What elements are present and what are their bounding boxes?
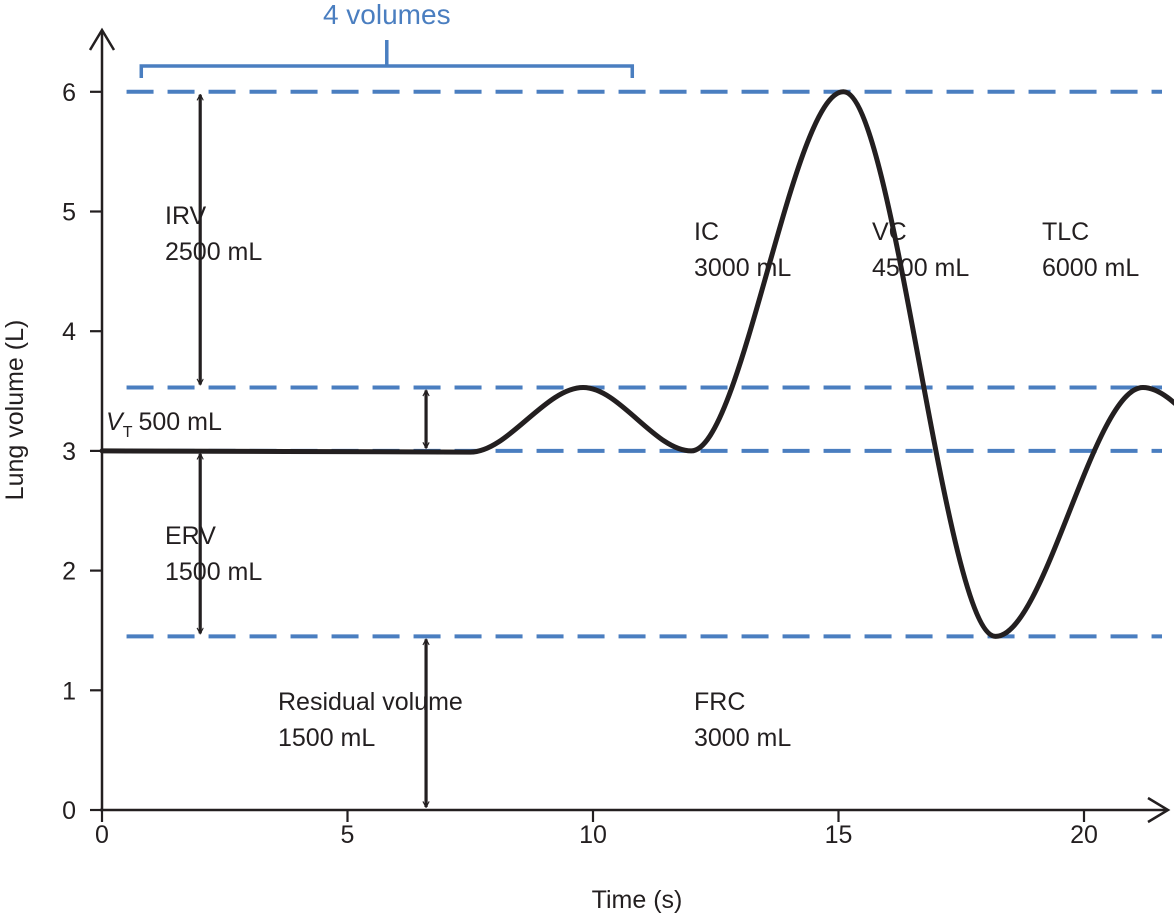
y-axis-title: Lung volume (L) xyxy=(1,320,29,501)
x-ticks: 05101520253035 xyxy=(95,810,1098,849)
y-axis-arrow-icon xyxy=(88,27,116,51)
y-tick-label: 6 xyxy=(62,79,76,107)
x-axis-arrow-icon xyxy=(1147,796,1171,824)
irv-value-label: 2500 mL xyxy=(165,238,262,266)
group-brackets: 4 volumes4 capacities xyxy=(139,0,635,78)
x-tick-label: 0 xyxy=(95,821,109,849)
y-tick-label: 5 xyxy=(62,199,76,227)
irv-name-label: IRV xyxy=(165,202,207,230)
y-ticks: 0 1 2 3 4 5 6 xyxy=(62,79,102,825)
vt-label: VT 500 mL xyxy=(106,408,222,441)
spirogram-curve xyxy=(99,89,1174,639)
y-tick-label: 0 xyxy=(62,797,76,825)
vt-value: 500 mL xyxy=(138,408,221,436)
y-tick-label: 3 xyxy=(62,438,76,466)
x-axis-title: Time (s) xyxy=(592,886,683,914)
rv-name-label: Residual volume xyxy=(278,688,463,716)
frc-value-label: 3000 mL xyxy=(694,724,791,752)
vt-subscript: T xyxy=(123,424,133,441)
tlc-value-label: 6000 mL xyxy=(1042,254,1139,282)
x-tick-label: 5 xyxy=(341,821,355,849)
reference-lines xyxy=(126,89,1162,639)
ic-value-label: 3000 mL xyxy=(694,254,791,282)
frc-name-label: FRC xyxy=(694,688,745,716)
y-tick-label: 4 xyxy=(62,318,76,346)
ic-name-label: IC xyxy=(694,218,719,246)
x-tick-label: 10 xyxy=(579,821,607,849)
erv-name-label: ERV xyxy=(165,522,216,550)
group-bracket xyxy=(139,40,635,78)
erv-value-label: 1500 mL xyxy=(165,558,262,586)
vt-name: V xyxy=(106,408,125,436)
rv-value-label: 1500 mL xyxy=(278,724,375,752)
y-tick-label: 2 xyxy=(62,558,76,586)
group-label: 4 volumes xyxy=(323,0,451,30)
measurement-labels: IRV 2500 mL VT 500 mL ERV 1500 mL Residual vol… xyxy=(106,202,1139,752)
lung-volume-line xyxy=(99,89,1174,639)
axes xyxy=(88,27,1171,824)
vc-name-label: VC xyxy=(872,218,907,246)
y-tick-label: 1 xyxy=(62,677,76,705)
x-tick-label: 20 xyxy=(1070,821,1098,849)
x-tick-label: 15 xyxy=(825,821,853,849)
measurement-arrows xyxy=(200,95,1174,807)
vc-value-label: 4500 mL xyxy=(872,254,969,282)
tlc-name-label: TLC xyxy=(1042,218,1089,246)
